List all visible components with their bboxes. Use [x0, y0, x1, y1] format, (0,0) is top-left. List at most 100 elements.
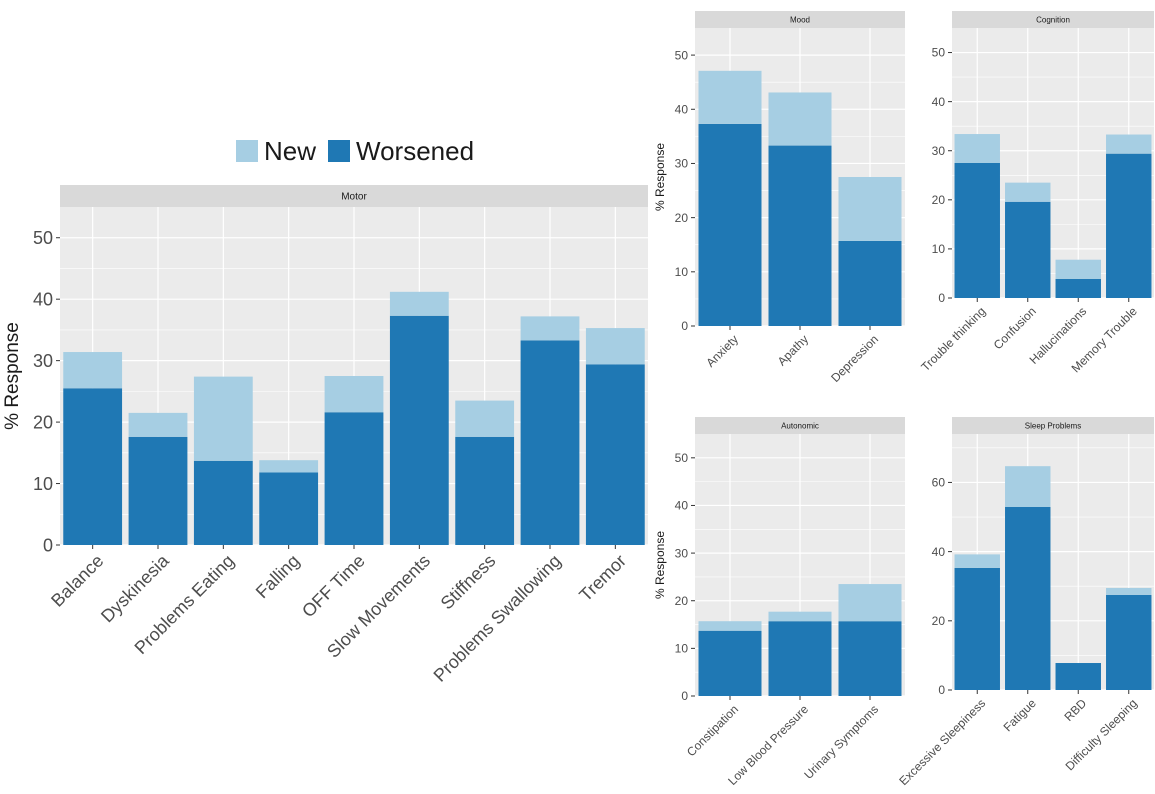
y-tick-label: 20	[932, 614, 946, 628]
bar-worsened-mood	[838, 240, 902, 326]
y-tick-label: 40	[33, 289, 53, 309]
y-tick-label: 30	[932, 144, 946, 158]
facet-title-motor: Motor	[341, 192, 367, 203]
bar-worsened-sleep	[1055, 663, 1101, 690]
bar-new-cognition	[1106, 134, 1152, 154]
bar-new-cognition	[1005, 182, 1051, 202]
facet-strip-cognition	[952, 11, 1154, 28]
x-tick-label: Balance	[47, 551, 107, 611]
panel-sleep: Sleep Problems 0 20 40 60 Excessive Sleepines…	[896, 417, 1154, 788]
y-tick-label: 60	[932, 476, 946, 490]
bar-worsened-mood	[768, 145, 832, 326]
y-tick-label: 50	[675, 48, 689, 62]
y-tick-label: 40	[675, 102, 689, 116]
y-tick-label: 30	[675, 157, 689, 171]
bar-new-motor	[193, 376, 253, 461]
legend: New Worsened	[236, 136, 474, 166]
legend-swatch-worsened	[328, 140, 350, 162]
bar-worsened-sleep	[1005, 506, 1051, 690]
legend-label-worsened: Worsened	[356, 136, 474, 166]
panel-cognition: Cognition 0 10 20 30 40 50 Trouble thinking Conf…	[918, 11, 1154, 375]
x-tick-label: Urinary Symptoms	[801, 702, 881, 782]
bar-worsened-motor	[259, 472, 319, 545]
y-tick-label: 0	[681, 689, 688, 703]
bar-new-motor	[324, 376, 384, 413]
x-tick-label: Falling	[252, 551, 304, 603]
bar-new-autonomic	[698, 621, 762, 631]
bar-worsened-mood	[698, 123, 762, 326]
bar-worsened-autonomic	[838, 621, 902, 696]
bar-worsened-motor	[128, 436, 188, 545]
y-tick-label: 30	[33, 351, 53, 371]
x-tick-label: Stiffness	[437, 551, 500, 614]
y-tick-label: 20	[932, 193, 946, 207]
x-tick-label: Tremor	[575, 551, 630, 606]
y-tick-label: 20	[675, 211, 689, 225]
x-tick-label: Apathy	[775, 332, 811, 368]
bar-worsened-cognition	[1106, 153, 1152, 298]
bar-worsened-sleep	[1106, 594, 1152, 690]
bar-new-motor	[128, 412, 188, 437]
x-tick-label: Depression	[828, 332, 881, 385]
y-tick-label: 20	[675, 594, 689, 608]
facet-title-sleep: Sleep Problems	[1025, 421, 1081, 430]
bar-new-cognition	[1055, 259, 1101, 279]
bar-worsened-autonomic	[698, 630, 762, 696]
y-axis-label-autonomic: % Response	[653, 531, 667, 599]
bar-worsened-cognition	[1055, 278, 1101, 298]
y-tick-label: 10	[675, 265, 689, 279]
bar-new-mood	[768, 92, 832, 146]
panel-motor: Motor01020304050BalanceDyskinesiaProblem…	[2, 185, 648, 686]
bar-new-cognition	[954, 134, 1000, 163]
y-tick-label: 30	[675, 546, 689, 560]
y-tick-label: 50	[932, 46, 946, 60]
bar-new-sleep	[1005, 466, 1051, 507]
x-tick-label: RBD	[1061, 696, 1089, 724]
facet-strip-mood	[695, 11, 905, 28]
y-tick-label: 10	[675, 642, 689, 656]
bar-new-motor	[585, 328, 645, 365]
bar-new-motor	[455, 400, 515, 437]
bar-worsened-motor	[63, 388, 123, 545]
bar-new-motor	[389, 291, 449, 316]
bar-worsened-cognition	[954, 163, 1000, 298]
bar-worsened-motor	[520, 340, 580, 545]
bar-new-motor	[520, 316, 580, 341]
bar-new-motor	[259, 460, 319, 473]
bar-new-sleep	[954, 554, 1000, 568]
facet-title-cognition: Cognition	[1036, 15, 1070, 24]
bar-new-mood	[698, 70, 762, 124]
y-tick-label: 40	[932, 95, 946, 109]
x-tick-label: OFF Time	[298, 551, 369, 622]
y-tick-label: 10	[932, 242, 946, 256]
y-axis-label-mood: % Response	[653, 143, 667, 211]
facet-strip-autonomic	[695, 417, 905, 434]
y-tick-label: 50	[675, 451, 689, 465]
y-axis-label-motor: % Response	[2, 322, 23, 430]
x-tick-label: Confusion	[991, 304, 1039, 352]
y-tick-label: 0	[938, 291, 945, 305]
x-tick-label: Fatigue	[1001, 696, 1039, 734]
bar-new-sleep	[1106, 587, 1152, 595]
legend-swatch-new	[236, 140, 258, 162]
bar-new-autonomic	[768, 611, 832, 622]
bar-worsened-motor	[389, 315, 449, 545]
facet-title-mood: Mood	[790, 15, 810, 24]
facet-title-autonomic: Autonomic	[781, 421, 819, 430]
y-tick-label: 40	[675, 499, 689, 513]
bar-worsened-motor	[455, 436, 515, 545]
bar-new-mood	[838, 177, 902, 241]
x-tick-label: Problems Swallowing	[430, 551, 565, 686]
x-tick-label: Trouble thinking	[918, 304, 988, 374]
y-tick-label: 20	[33, 412, 53, 432]
bar-new-autonomic	[838, 584, 902, 622]
panel-mood: Mood 0 10 20 30 40 50 Anxiety Apathy Depression % …	[653, 11, 905, 385]
bar-worsened-cognition	[1005, 201, 1051, 298]
y-tick-label: 0	[681, 319, 688, 333]
bar-worsened-motor	[324, 412, 384, 545]
y-tick-label: 10	[33, 474, 53, 494]
bar-worsened-sleep	[954, 567, 1000, 690]
y-tick-label: 40	[932, 545, 946, 559]
x-tick-label: Anxiety	[703, 332, 741, 370]
